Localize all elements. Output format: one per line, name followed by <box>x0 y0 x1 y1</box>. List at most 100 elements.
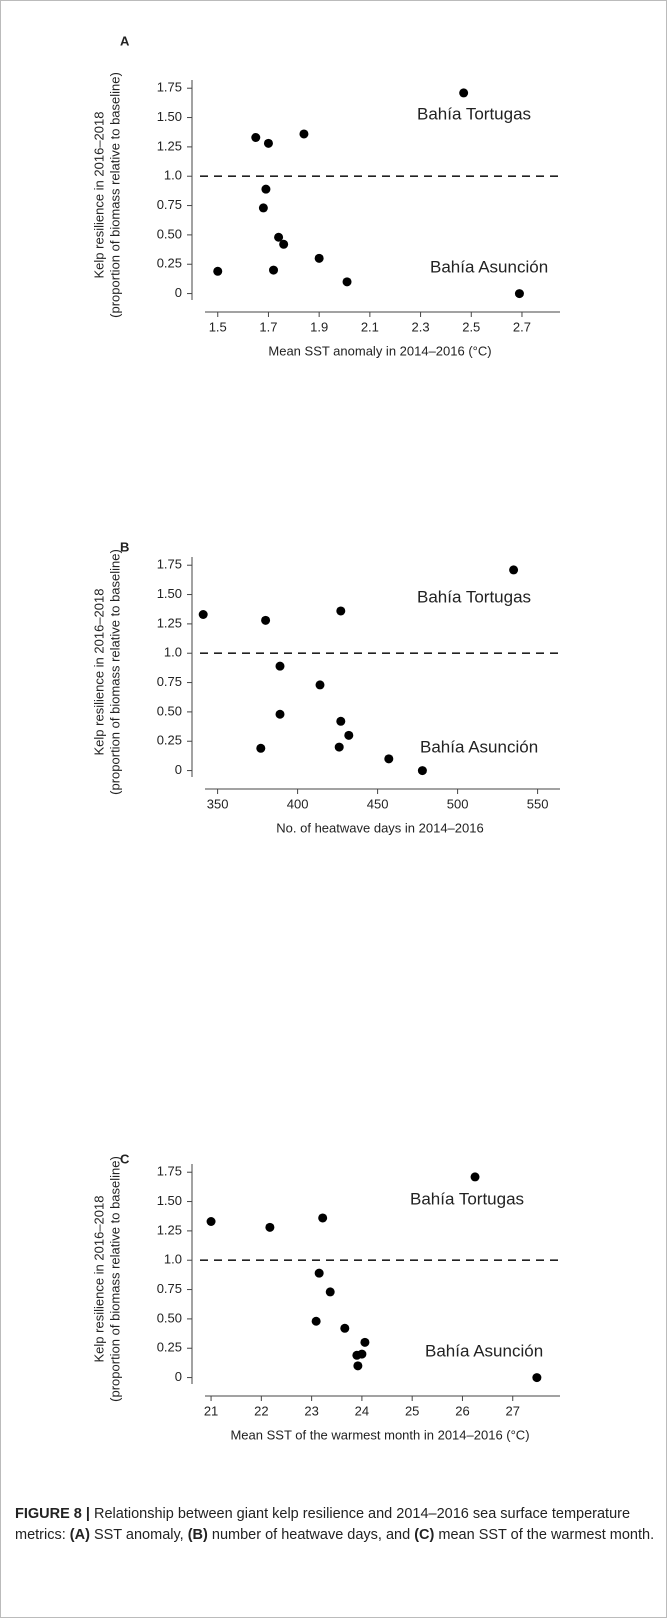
data-point <box>352 1350 362 1360</box>
y-tick-label: 0.50 <box>157 1310 182 1325</box>
y-tick-label: 1.0 <box>164 1252 182 1267</box>
y-tick-label: 1.25 <box>157 615 182 630</box>
x-axis-title: Mean SST anomaly in 2014–2016 (°C) <box>268 343 491 358</box>
caption-text: (C) <box>414 1527 435 1543</box>
caption: FIGURE 8 | Relationship between giant ke… <box>15 1504 655 1546</box>
data-point <box>344 730 354 740</box>
x-tick-label: 2.7 <box>513 319 531 334</box>
data-point <box>251 133 261 142</box>
x-tick-label: 23 <box>304 1403 318 1418</box>
x-tick-label: 500 <box>447 796 469 811</box>
x-tick-label: 350 <box>207 796 229 811</box>
y-axis-title: (proportion of biomass relative to basel… <box>107 549 122 795</box>
y-axis-title: Kelp resilience in 2016–2018 <box>91 1196 106 1363</box>
annotation: Bahía Tortugas <box>410 1189 524 1208</box>
data-point <box>261 184 271 194</box>
annotation: Bahía Asunción <box>430 257 548 276</box>
data-point <box>263 138 273 148</box>
annotation: Bahía Tortugas <box>417 104 531 123</box>
caption-text: number of heatwave days, and <box>207 1527 415 1543</box>
data-point <box>299 129 309 139</box>
y-tick-label: 1.50 <box>157 586 182 601</box>
data-point <box>384 754 394 764</box>
data-point <box>275 709 285 719</box>
x-tick-label: 24 <box>355 1403 369 1418</box>
data-point <box>417 766 427 776</box>
x-tick-label: 1.7 <box>259 319 277 334</box>
y-tick-label: 1.75 <box>157 557 182 572</box>
data-point <box>206 1217 216 1226</box>
x-axis-title: Mean SST of the warmest month in 2014–20… <box>230 1427 529 1442</box>
y-tick-label: 1.25 <box>157 1222 182 1237</box>
data-point <box>279 239 289 249</box>
x-tick-label: 27 <box>506 1403 520 1418</box>
y-tick-label: 0.25 <box>157 256 182 271</box>
data-point <box>459 88 469 98</box>
y-tick-label: 1.75 <box>157 80 182 95</box>
data-point <box>514 289 524 299</box>
x-tick-label: 21 <box>204 1403 218 1418</box>
annotation: Bahía Asunción <box>425 1341 543 1360</box>
data-point <box>314 1268 324 1278</box>
data-point <box>265 1222 275 1232</box>
caption-text: Relationship between giant kelp resilien… <box>15 1506 631 1543</box>
y-tick-label: 0.75 <box>157 197 182 212</box>
x-tick-label: 25 <box>405 1403 419 1418</box>
y-axis-title: (proportion of biomass relative to basel… <box>107 1156 122 1402</box>
data-point <box>311 1316 321 1326</box>
panel-letter: C <box>120 1151 130 1166</box>
y-tick-label: 1.25 <box>157 138 182 153</box>
data-point <box>275 661 285 671</box>
data-point <box>258 203 268 213</box>
caption-text: SST anomaly, <box>89 1527 188 1543</box>
x-tick-label: 400 <box>287 796 309 811</box>
data-point <box>261 615 271 625</box>
x-tick-label: 22 <box>254 1403 268 1418</box>
y-tick-label: 0 <box>175 1369 182 1384</box>
annotation: Bahía Tortugas <box>417 587 531 606</box>
panel-letter: A <box>120 33 130 48</box>
x-tick-label: 2.1 <box>361 319 379 334</box>
caption-text: (A) <box>69 1527 90 1543</box>
y-tick-label: 0.50 <box>157 226 182 241</box>
caption-text: FIGURE 8 | <box>15 1506 90 1522</box>
x-tick-label: 1.5 <box>209 319 227 334</box>
figure: A 0 0.25 0.50 0.75 1.0 1.25 1.50 1.75 1.5 1.7 1.9 2.… <box>91 33 560 1442</box>
y-axis-title: (proportion of biomass relative to basel… <box>107 72 122 318</box>
data-point <box>334 742 344 752</box>
data-point <box>336 716 346 726</box>
y-tick-label: 1.0 <box>164 645 182 660</box>
data-point <box>269 265 279 275</box>
data-point <box>318 1213 328 1223</box>
x-tick-label: 550 <box>527 796 549 811</box>
y-tick-label: 0 <box>175 762 182 777</box>
y-tick-label: 0.25 <box>157 733 182 748</box>
data-point <box>340 1323 350 1333</box>
y-tick-label: 1.75 <box>157 1164 182 1179</box>
data-point <box>509 565 519 575</box>
x-tick-label: 2.5 <box>462 319 480 334</box>
caption-text: mean SST of the warmest month. <box>434 1527 655 1543</box>
data-point <box>213 266 223 276</box>
x-tick-label: 26 <box>455 1403 469 1418</box>
data-point <box>198 610 208 619</box>
x-axis-title: No. of heatwave days in 2014–2016 <box>276 820 483 835</box>
data-point <box>360 1337 370 1347</box>
data-point <box>342 277 352 287</box>
y-tick-label: 1.50 <box>157 109 182 124</box>
x-tick-label: 2.3 <box>412 319 430 334</box>
y-tick-label: 0.25 <box>157 1340 182 1355</box>
y-tick-label: 0.50 <box>157 703 182 718</box>
x-tick-label: 450 <box>367 796 389 811</box>
y-tick-label: 1.50 <box>157 1193 182 1208</box>
y-tick-label: 0.75 <box>157 1281 182 1296</box>
y-tick-label: 1.0 <box>164 168 182 183</box>
data-point <box>325 1287 335 1297</box>
data-point <box>353 1361 363 1371</box>
data-point <box>336 606 346 616</box>
data-point <box>532 1373 542 1383</box>
caption-text: (B) <box>187 1527 208 1543</box>
data-point <box>315 680 325 690</box>
x-tick-label: 1.9 <box>310 319 328 334</box>
